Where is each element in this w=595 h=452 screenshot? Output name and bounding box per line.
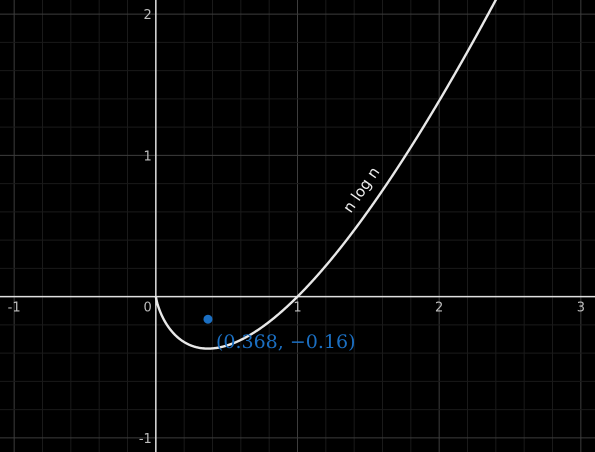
y-tick-label: 1 [144,149,152,164]
x-tick-label: 3 [577,301,585,316]
min-point-marker [203,315,212,324]
x-tick-label: -1 [8,301,21,316]
origin-label: 0 [144,301,152,316]
min-point-label: (0.368, −0.16) [216,331,356,353]
x-tick-label: 2 [435,301,443,316]
y-tick-label: 2 [144,8,152,23]
y-tick-label: -1 [139,432,152,447]
x-tick-label: 1 [293,301,301,316]
